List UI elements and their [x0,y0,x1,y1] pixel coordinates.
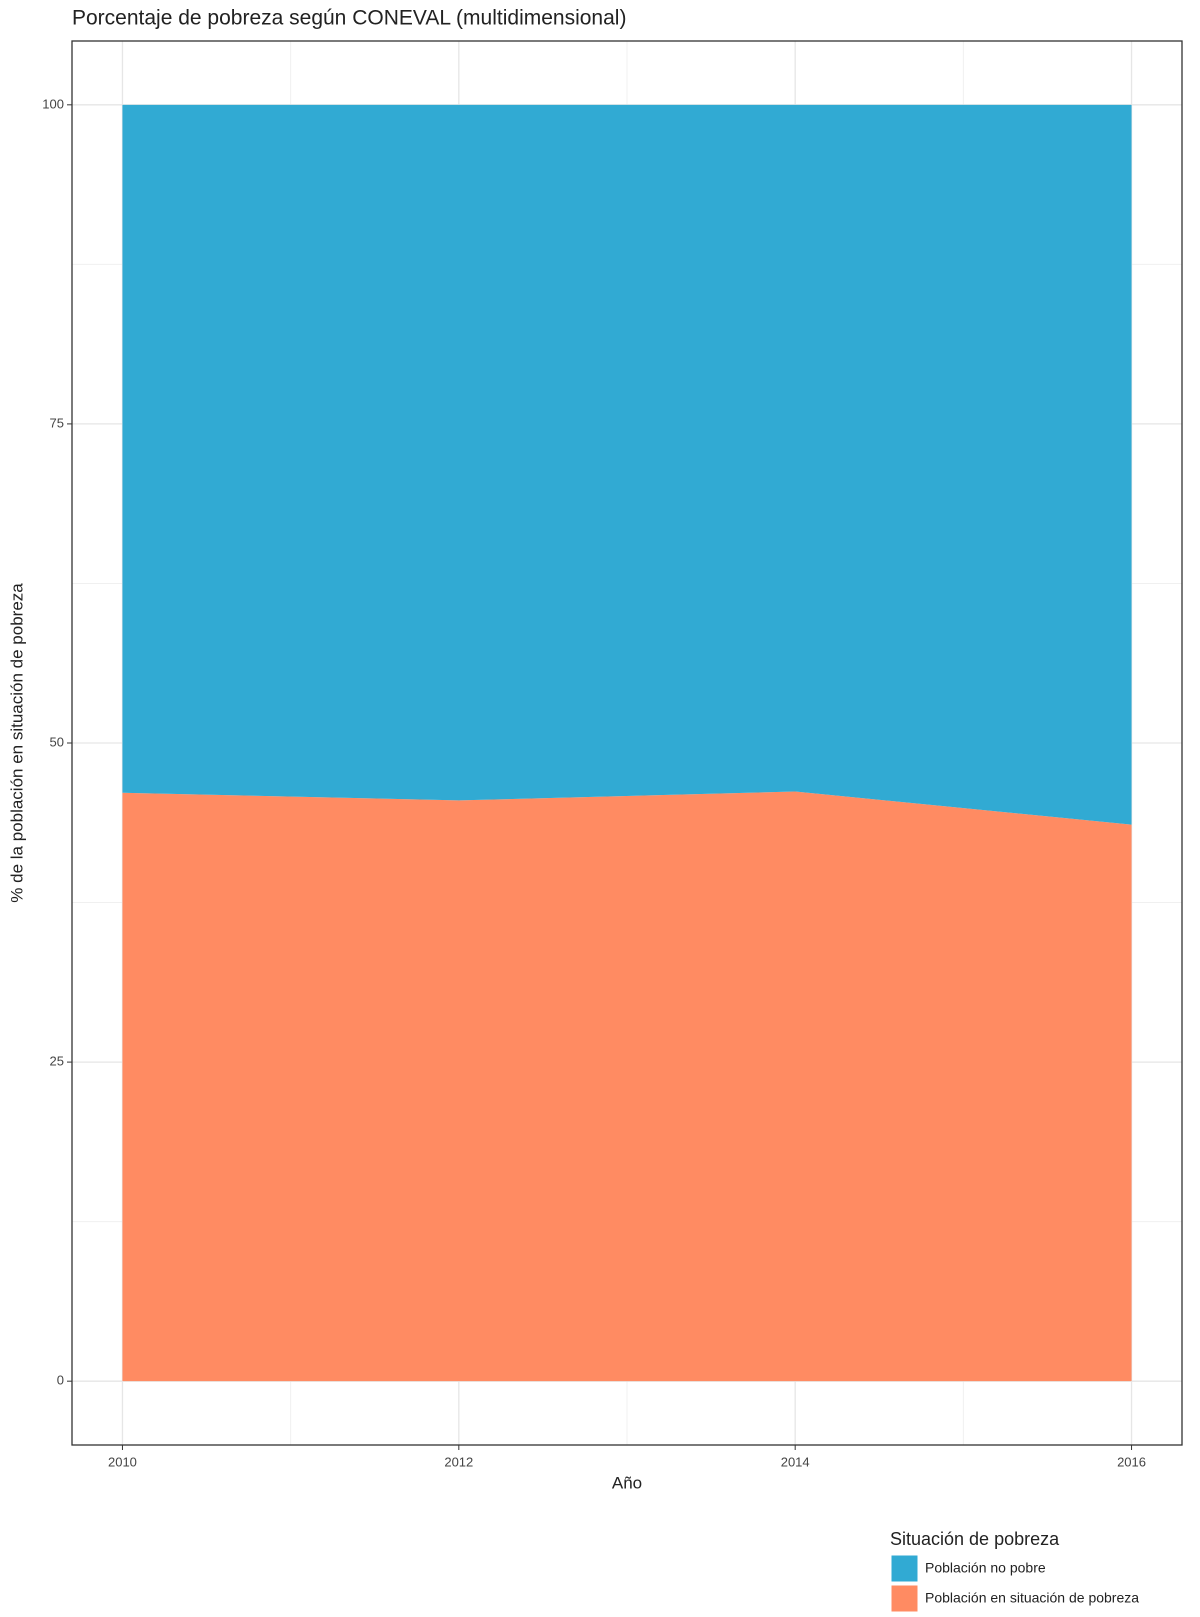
legend-key [890,1554,919,1583]
legend-label: Población no pobre [925,1560,1046,1576]
y-tick-label: 25 [50,1054,64,1069]
area [122,104,1132,825]
legend-key [890,1584,919,1613]
legend-label: Población en situación de pobreza [925,1590,1139,1606]
area [122,791,1132,1382]
x-tick-label: 2014 [781,1454,810,1469]
y-tick-label: 75 [50,415,64,430]
x-tick-label: 2016 [1117,1454,1146,1469]
x-tick-label: 2012 [444,1454,473,1469]
y-axis-label: % de la población en situación de pobrez… [7,583,26,903]
y-tick-label: 100 [42,96,64,111]
x-tick-label: 2010 [108,1454,137,1469]
x-axis-label: Año [612,1473,642,1492]
legend-title: Situación de pobreza [890,1529,1060,1549]
y-tick-label: 50 [50,734,64,749]
plot-border [71,40,1183,1446]
y-tick-label: 0 [57,1373,64,1388]
chart-title: Porcentaje de pobreza según CONEVAL (mul… [72,7,626,30]
